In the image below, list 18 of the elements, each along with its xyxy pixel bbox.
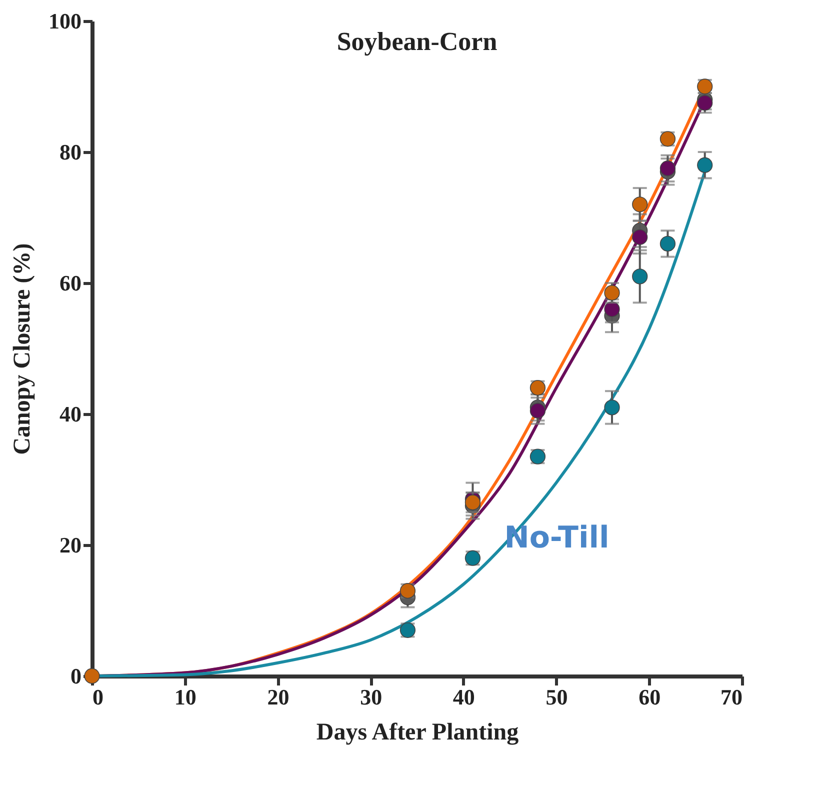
chart-title: Soybean-Corn xyxy=(336,27,498,56)
x-tick-label: 20 xyxy=(267,684,290,710)
y-tick-label: 60 xyxy=(60,270,82,296)
y-tick-label: 20 xyxy=(60,532,82,558)
x-tick-label: 30 xyxy=(360,684,382,710)
x-tick-label: 40 xyxy=(452,684,475,710)
annotation: No-Till xyxy=(504,520,610,556)
x-tick-label: 60 xyxy=(638,684,661,710)
y-axis-title: Canopy Closure (%) xyxy=(10,243,36,455)
y-tick-label: 100 xyxy=(48,8,82,34)
y-tick-label: 0 xyxy=(70,664,82,688)
x-tick-label: 50 xyxy=(546,684,568,710)
y-tick-label: 40 xyxy=(60,402,82,426)
y-tick-label: 80 xyxy=(60,140,82,164)
x-tick-label: 10 xyxy=(174,684,196,710)
x-tick-label: 70 xyxy=(720,684,742,710)
x-axis-title: Days After Planting xyxy=(316,720,519,746)
x-tick-label: 0 xyxy=(92,684,104,710)
